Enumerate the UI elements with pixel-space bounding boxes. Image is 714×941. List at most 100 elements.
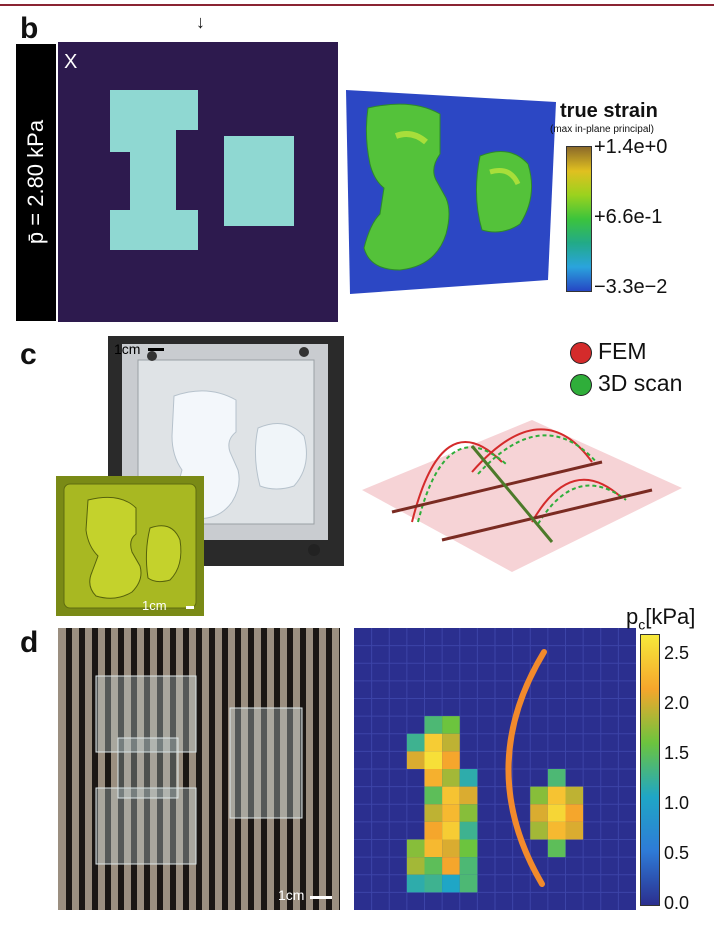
heatmap-cell — [424, 804, 443, 822]
pc-title-unit: [kPa] — [645, 604, 696, 629]
scale-bar-top — [148, 348, 164, 351]
strain-colorbar — [566, 146, 592, 292]
heatmap-cell — [459, 874, 478, 893]
heatmap-cell — [442, 804, 460, 822]
strain-colorbar-title: true strain — [560, 100, 658, 122]
pc-heatmap — [354, 628, 636, 910]
heatmap-cell — [424, 733, 443, 752]
strain-colorbar-min: −3.3e−2 — [594, 276, 668, 298]
strain-colorbar-max: +1.4e+0 — [594, 136, 668, 158]
pc-title-main: p — [626, 604, 639, 629]
stripe — [144, 628, 150, 910]
pc-colorbar-tick: 2.0 — [664, 693, 690, 713]
heatmap-cell — [424, 769, 443, 787]
heatmap-cell — [442, 769, 460, 787]
heatmap-cell — [459, 821, 478, 840]
scale-bar-bottom — [186, 606, 194, 609]
heatmap-cell — [442, 874, 460, 893]
heatmap-cell — [459, 786, 478, 805]
striped-photo: 1cm — [58, 628, 340, 910]
heatmap-cell — [406, 751, 425, 769]
pc-colorbar-tick: 1.0 — [664, 793, 690, 813]
heatmap-cell — [530, 786, 548, 805]
pressure-bar: p̄ = 2.80 kPa — [16, 44, 56, 321]
pc-colorbar-tick: 0.5 — [664, 843, 690, 863]
scale-label-d: 1cm — [278, 887, 304, 903]
stripe — [300, 628, 306, 910]
heatmap-cell — [442, 751, 460, 769]
stripe — [248, 628, 254, 910]
stripe — [118, 628, 124, 910]
heatmap-cell — [424, 716, 443, 734]
stripe — [170, 628, 176, 910]
mold-render: 1cm — [56, 476, 204, 616]
heatmap-cell — [547, 804, 566, 822]
heatmap-cell — [459, 839, 478, 858]
stripe — [339, 628, 340, 910]
legend-fem-label: FEM — [598, 338, 647, 364]
arrow-down-icon: ↓ — [196, 12, 205, 32]
stripe — [105, 628, 111, 910]
panel-letter-c: c — [20, 338, 37, 371]
heatmap-cell — [547, 821, 566, 840]
heatmap-cell — [406, 874, 425, 893]
pc-title-sub: c — [638, 616, 646, 633]
legend-fem-marker — [570, 342, 592, 364]
heatmap-cell — [459, 857, 478, 875]
input-pattern-image: X — [58, 42, 338, 322]
scale-label-bottom: 1cm — [142, 598, 167, 613]
heatmap-cell — [547, 839, 566, 858]
stripe — [196, 628, 202, 910]
stripe — [261, 628, 267, 910]
pressure-label: p̄ = 2.80 kPa — [23, 119, 48, 245]
heatmap-cell — [442, 839, 460, 858]
stripe — [313, 628, 319, 910]
pc-colorbar-tick: 1.5 — [664, 743, 690, 763]
pattern-background — [58, 42, 338, 322]
heatmap-cell — [530, 804, 548, 822]
stripe — [274, 628, 280, 910]
stripe — [287, 628, 293, 910]
heatmap-cell — [565, 786, 584, 805]
heatmap-cell — [442, 821, 460, 840]
stripe — [183, 628, 189, 910]
heatmap-cell — [424, 874, 443, 893]
heatmap-cell — [424, 821, 443, 840]
strain-colorbar-mid: +6.6e-1 — [594, 206, 663, 228]
heatmap-cell — [530, 821, 548, 840]
legend-3d-scan-marker — [570, 374, 592, 396]
orange-arc — [505, 649, 547, 887]
heatmap-cell — [406, 733, 425, 752]
stripe — [326, 628, 332, 910]
stripe — [66, 628, 72, 910]
heatmap-cell — [565, 821, 584, 840]
heatmap-cell — [459, 769, 478, 787]
heatmap-cell — [459, 804, 478, 822]
heatmap-cell — [424, 857, 443, 875]
pc-colorbar-title: pc[kPa] — [626, 604, 695, 632]
strain-fem-render — [346, 90, 556, 294]
stripe — [92, 628, 98, 910]
i-shape — [110, 90, 198, 250]
scale-label-top: 1cm — [114, 341, 140, 357]
stripe — [209, 628, 215, 910]
stripe — [235, 628, 241, 910]
heatmap-cell — [442, 716, 460, 734]
heatmap-cell — [442, 857, 460, 875]
heatmap-cell — [442, 786, 460, 805]
stripe — [79, 628, 85, 910]
top-rule — [0, 4, 714, 6]
heatmap-cell — [565, 804, 584, 822]
x-axis-label: X — [64, 51, 77, 73]
heatmap-cell — [547, 769, 566, 787]
stripe — [131, 628, 137, 910]
square-shape — [224, 136, 294, 226]
fem-scan-comparison-plot — [362, 420, 682, 572]
pc-colorbar-tick: 2.5 — [664, 643, 690, 663]
legend-3d-scan-label: 3D scan — [598, 370, 683, 396]
stripe — [157, 628, 163, 910]
pc-colorbar — [640, 634, 660, 906]
heatmap-cell — [424, 751, 443, 769]
heatmap-cell — [424, 786, 443, 805]
heatmap-cell — [406, 857, 425, 875]
